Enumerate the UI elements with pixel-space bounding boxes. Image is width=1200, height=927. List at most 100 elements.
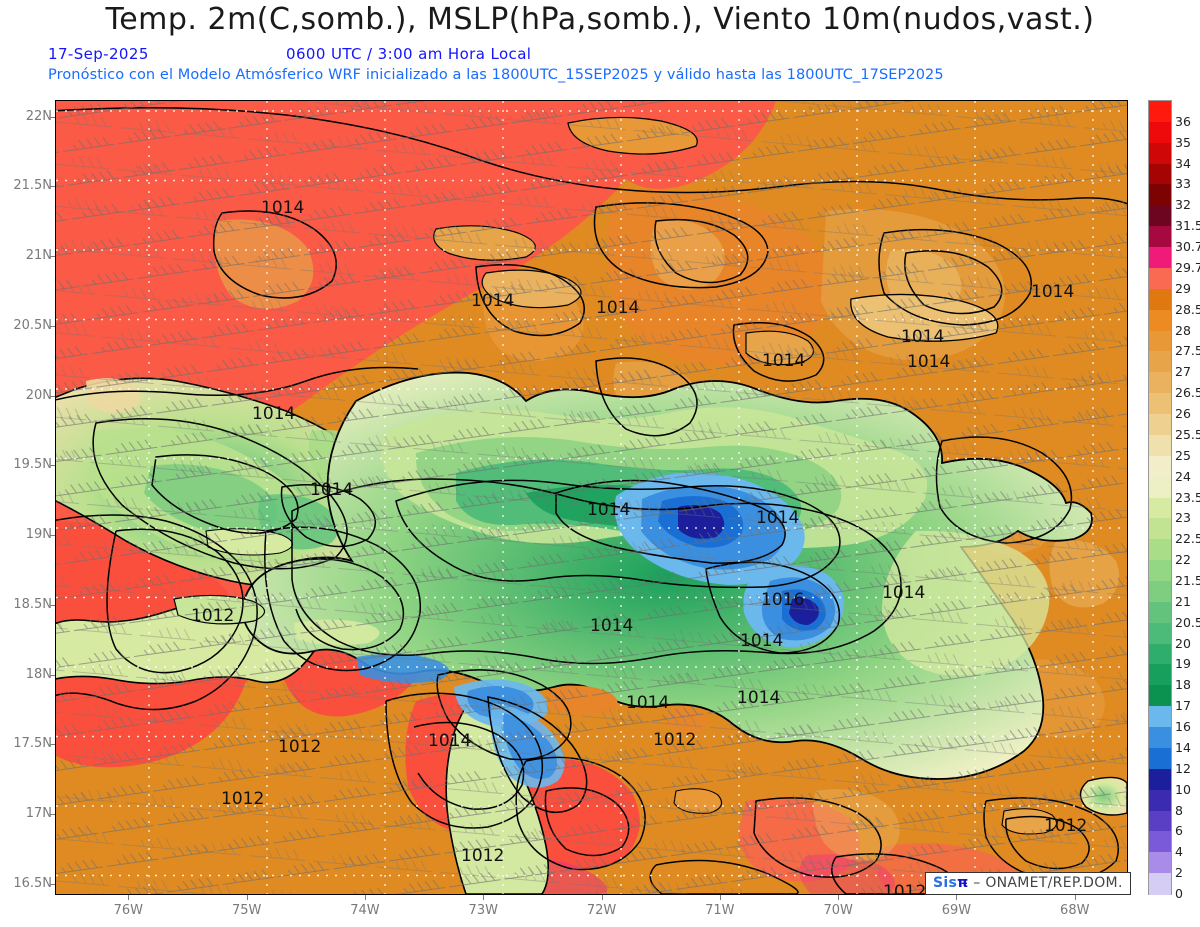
colorbar-segment bbox=[1149, 622, 1171, 645]
mslp-contour-label: 1014 bbox=[590, 616, 633, 636]
mslp-contour-label: 1012 bbox=[278, 737, 321, 757]
colorbar-segment bbox=[1149, 142, 1171, 165]
lat-tick-label: 20.5N bbox=[13, 317, 52, 333]
lat-tick-label: 21.5N bbox=[13, 178, 52, 194]
colorbar-segment bbox=[1149, 727, 1171, 749]
lon-tick-label: 72W bbox=[586, 903, 617, 918]
lat-tick-mark bbox=[50, 465, 55, 467]
colorbar-segment bbox=[1149, 518, 1171, 540]
attribution-logo: Sisπ̵ – ONAMET/REP.DOM. bbox=[925, 872, 1131, 895]
colorbar-tick-label: 14 bbox=[1175, 739, 1191, 755]
colorbar-segment bbox=[1149, 455, 1171, 478]
mslp-contour-label: 1012 bbox=[883, 882, 926, 894]
mslp-contour-label: 1014 bbox=[428, 731, 471, 751]
colorbar-tick-label: 28.5 bbox=[1175, 301, 1200, 317]
brand-glyph-icon: π̵ bbox=[957, 875, 969, 891]
colorbar-tick-label: 16 bbox=[1175, 719, 1191, 735]
colorbar-tick-label: 23 bbox=[1175, 510, 1191, 526]
mslp-contour-label: 1012 bbox=[1044, 816, 1087, 836]
mslp-contour-label: 1014 bbox=[1031, 282, 1074, 302]
colorbar-segment bbox=[1149, 121, 1171, 144]
mslp-contour-label: 1012 bbox=[191, 606, 234, 626]
mslp-contour-label: 1014 bbox=[737, 688, 780, 708]
colorbar-segment bbox=[1149, 664, 1171, 686]
colorbar-tick-label: 18 bbox=[1175, 677, 1191, 693]
colorbar-segment bbox=[1149, 852, 1171, 874]
mslp-contour-label: 1012 bbox=[461, 846, 504, 866]
lon-tick-mark bbox=[483, 895, 485, 900]
colorbar-segment bbox=[1149, 601, 1171, 624]
lat-tick-label: 17.5N bbox=[13, 736, 52, 752]
colorbar-tick-label: 29.7 bbox=[1175, 259, 1200, 275]
colorbar-tick-label: 26 bbox=[1175, 406, 1191, 422]
mslp-contour-label: 1014 bbox=[907, 352, 950, 372]
mslp-contour-label: 1014 bbox=[762, 351, 805, 371]
lat-tick-label: 19.5N bbox=[13, 457, 52, 473]
lat-tick-mark bbox=[50, 674, 55, 676]
attribution-separator: – bbox=[968, 875, 986, 891]
lat-tick-label: 21N bbox=[25, 248, 52, 264]
colorbar-tick-label: 33 bbox=[1175, 176, 1191, 192]
lat-tick-label: 18.5N bbox=[13, 596, 52, 612]
colorbar-tick-label: 17 bbox=[1175, 698, 1191, 714]
lat-tick-label: 16.5N bbox=[13, 875, 52, 891]
map-canvas: 1014 1014 1014 1014 1014 1014 1014 1014 1014 1014… bbox=[56, 101, 1127, 894]
colorbar-segment bbox=[1149, 288, 1171, 311]
lon-tick-label: 76W bbox=[113, 903, 144, 918]
mslp-contour-label: 1014 bbox=[740, 631, 783, 651]
colorbar-segment bbox=[1149, 414, 1171, 436]
graticule-layer bbox=[56, 101, 1127, 894]
lon-tick-mark bbox=[956, 895, 958, 900]
colorbar-tick-label: 35 bbox=[1175, 134, 1191, 150]
lon-tick-label: 75W bbox=[231, 903, 262, 918]
lon-tick-mark bbox=[364, 895, 366, 900]
colorbar-tick-label: 30.7 bbox=[1175, 239, 1200, 255]
lat-tick-mark bbox=[50, 535, 55, 537]
lat-tick-mark bbox=[50, 186, 55, 188]
map-plot-area[interactable]: 1014 1014 1014 1014 1014 1014 1014 1014 1014 1014… bbox=[55, 100, 1128, 895]
lat-tick-label: 19N bbox=[25, 527, 52, 543]
colorbar-tick-label: 27.5 bbox=[1175, 343, 1200, 359]
colorbar-tick-label: 10 bbox=[1175, 781, 1191, 797]
colorbar-segment bbox=[1149, 184, 1171, 206]
forecast-time: 0600 UTC / 3:00 am Hora Local bbox=[286, 45, 532, 63]
colorbar-tick-label: 29 bbox=[1175, 280, 1191, 296]
colorbar-segment bbox=[1149, 330, 1171, 352]
colorbar-segment bbox=[1149, 205, 1171, 227]
lon-tick-mark bbox=[601, 895, 603, 900]
colorbar-segment bbox=[1149, 309, 1171, 332]
attribution-org: ONAMET/REP.DOM. bbox=[985, 875, 1123, 891]
mslp-contour-label: 1014 bbox=[626, 693, 669, 713]
colorbar-tick-label: 2 bbox=[1175, 865, 1183, 881]
colorbar[interactable] bbox=[1148, 100, 1172, 895]
colorbar-segment bbox=[1149, 789, 1171, 812]
colorbar-tick-label: 20.5 bbox=[1175, 614, 1200, 630]
lon-tick-mark bbox=[1074, 895, 1076, 900]
colorbar-tick-label: 27 bbox=[1175, 364, 1191, 380]
lon-tick-label: 69W bbox=[941, 903, 972, 918]
mslp-contour-label: 1012 bbox=[653, 730, 696, 750]
colorbar-tick-label: 22.5 bbox=[1175, 531, 1200, 547]
lat-tick-mark bbox=[50, 256, 55, 258]
colorbar-tick-label: 32 bbox=[1175, 197, 1191, 213]
lat-tick-label: 17N bbox=[25, 806, 52, 822]
colorbar-segment bbox=[1149, 101, 1171, 123]
colorbar-segment bbox=[1149, 393, 1171, 415]
mslp-contour-label: 1016 bbox=[761, 590, 804, 610]
lon-tick-label: 70W bbox=[823, 903, 853, 918]
colorbar-segment bbox=[1149, 706, 1171, 728]
colorbar-tick-label: 36 bbox=[1175, 113, 1191, 129]
colorbar-segment bbox=[1149, 685, 1171, 707]
colorbar-tick-label: 25 bbox=[1175, 447, 1191, 463]
wind-barb-layer bbox=[56, 101, 1127, 894]
forecast-date: 17-Sep-2025 bbox=[48, 45, 149, 63]
colorbar-tick-label: 20 bbox=[1175, 635, 1191, 651]
colorbar-segment bbox=[1149, 497, 1171, 519]
mslp-contour-label: 1014 bbox=[587, 500, 630, 520]
lon-tick-mark bbox=[838, 895, 840, 900]
lat-tick-mark bbox=[50, 116, 55, 118]
colorbar-segment bbox=[1149, 539, 1171, 561]
colorbar-segment bbox=[1149, 267, 1171, 290]
mslp-contour-label: 1014 bbox=[596, 298, 639, 318]
colorbar-tick-label: 4 bbox=[1175, 844, 1183, 860]
